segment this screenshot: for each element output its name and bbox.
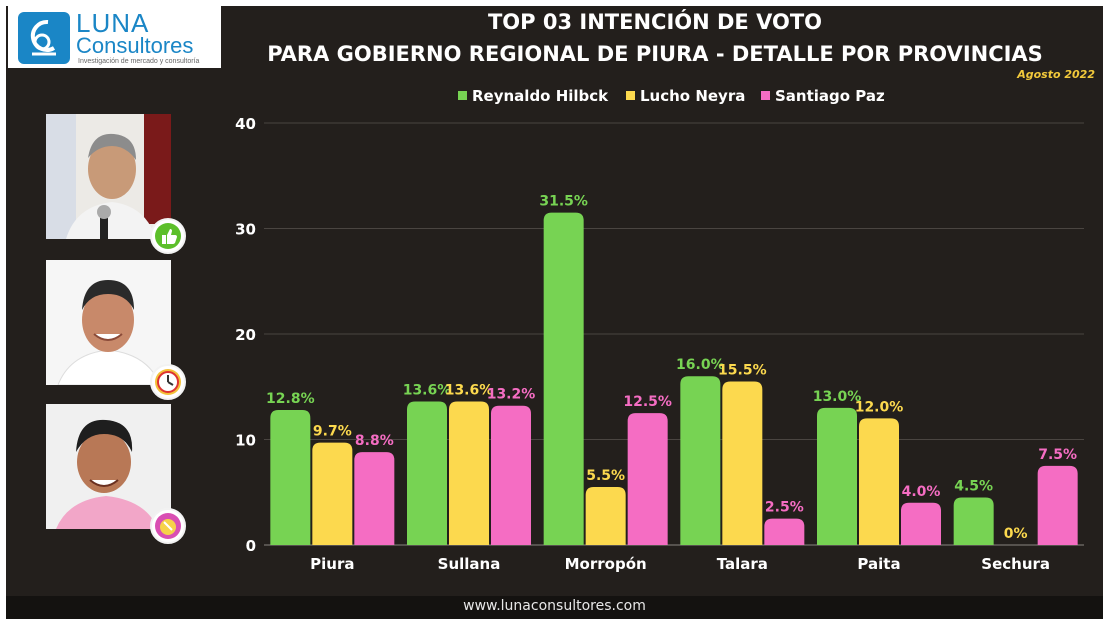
bar <box>627 413 668 545</box>
y-tick-label: 0 <box>246 537 256 555</box>
candidate-photo-hilbck <box>46 114 171 239</box>
legend-label: Reynaldo Hilbck <box>472 87 609 105</box>
logo-subtitle: Consultores <box>76 33 194 58</box>
bar <box>680 376 721 545</box>
data-label: 12.8% <box>266 391 315 407</box>
bar <box>585 486 626 545</box>
clock-icon <box>150 364 186 400</box>
data-label: 13.0% <box>813 389 862 405</box>
x-tick-label: Morropón <box>565 555 647 573</box>
x-tick-label: Sullana <box>438 555 501 573</box>
thumbs-up-icon <box>150 218 186 254</box>
footer-url: www.lunaconsultores.com <box>463 598 646 614</box>
bar <box>901 502 941 545</box>
bar <box>859 418 899 545</box>
data-label: 0% <box>1004 526 1028 542</box>
x-tick-label: Paita <box>857 555 900 573</box>
legend-swatch <box>458 91 467 100</box>
bar <box>953 497 994 545</box>
y-tick-label: 30 <box>235 221 256 239</box>
bar <box>817 407 857 545</box>
chart-title-line-1: TOP 03 INTENCIÓN DE VOTO <box>487 10 822 34</box>
legend-label: Santiago Paz <box>775 87 885 105</box>
legend-swatch <box>761 91 770 100</box>
bar <box>491 405 531 545</box>
luna-logo-icon <box>18 12 70 64</box>
data-label: 13.6% <box>445 383 494 399</box>
data-label: 15.5% <box>718 362 767 378</box>
data-label: 16.0% <box>676 357 725 373</box>
y-tick-label: 40 <box>235 115 256 133</box>
data-label: 13.6% <box>403 383 452 399</box>
bar <box>449 401 489 545</box>
data-label: 9.7% <box>313 424 352 440</box>
x-tick-label: Piura <box>310 555 354 573</box>
chart-panel: LUNA Consultores Investigación de mercad… <box>6 6 1103 619</box>
luna-consultores-logo: LUNA Consultores Investigación de mercad… <box>8 6 221 68</box>
y-tick-label: 10 <box>235 432 256 450</box>
data-label: 7.5% <box>1038 447 1077 463</box>
data-label: 31.5% <box>539 194 588 210</box>
x-tick-label: Sechura <box>981 555 1050 573</box>
data-label: 2.5% <box>765 500 804 516</box>
data-label: 13.2% <box>487 387 536 403</box>
bar <box>722 381 763 545</box>
date-label: Agosto 2022 <box>1017 68 1095 81</box>
bar <box>543 212 584 546</box>
bar <box>1037 465 1078 545</box>
x-tick-label: Talara <box>717 555 768 573</box>
data-label: 12.5% <box>623 394 672 410</box>
legend-swatch <box>626 91 635 100</box>
candidate-photo-paz <box>46 404 171 529</box>
legend-label: Lucho Neyra <box>640 87 745 105</box>
footer: www.lunaconsultores.com <box>6 596 1103 619</box>
data-label: 12.0% <box>855 399 904 415</box>
y-tick-label: 20 <box>235 326 256 344</box>
data-label: 4.0% <box>902 484 941 500</box>
brush-icon <box>150 508 186 544</box>
data-label: 8.8% <box>355 433 394 449</box>
data-label: 5.5% <box>586 468 625 484</box>
logo-tagline: Investigación de mercado y consultoría <box>78 58 200 65</box>
bar <box>312 442 353 545</box>
bar <box>764 518 805 545</box>
data-label: 4.5% <box>954 479 993 495</box>
chart-title-line-2: PARA GOBIERNO REGIONAL DE PIURA - DETALL… <box>267 42 1043 66</box>
bar <box>270 409 311 545</box>
bar <box>354 452 395 545</box>
candidate-photo-neyra <box>46 260 171 385</box>
logo-name: LUNA <box>76 8 150 38</box>
bar <box>407 401 447 545</box>
